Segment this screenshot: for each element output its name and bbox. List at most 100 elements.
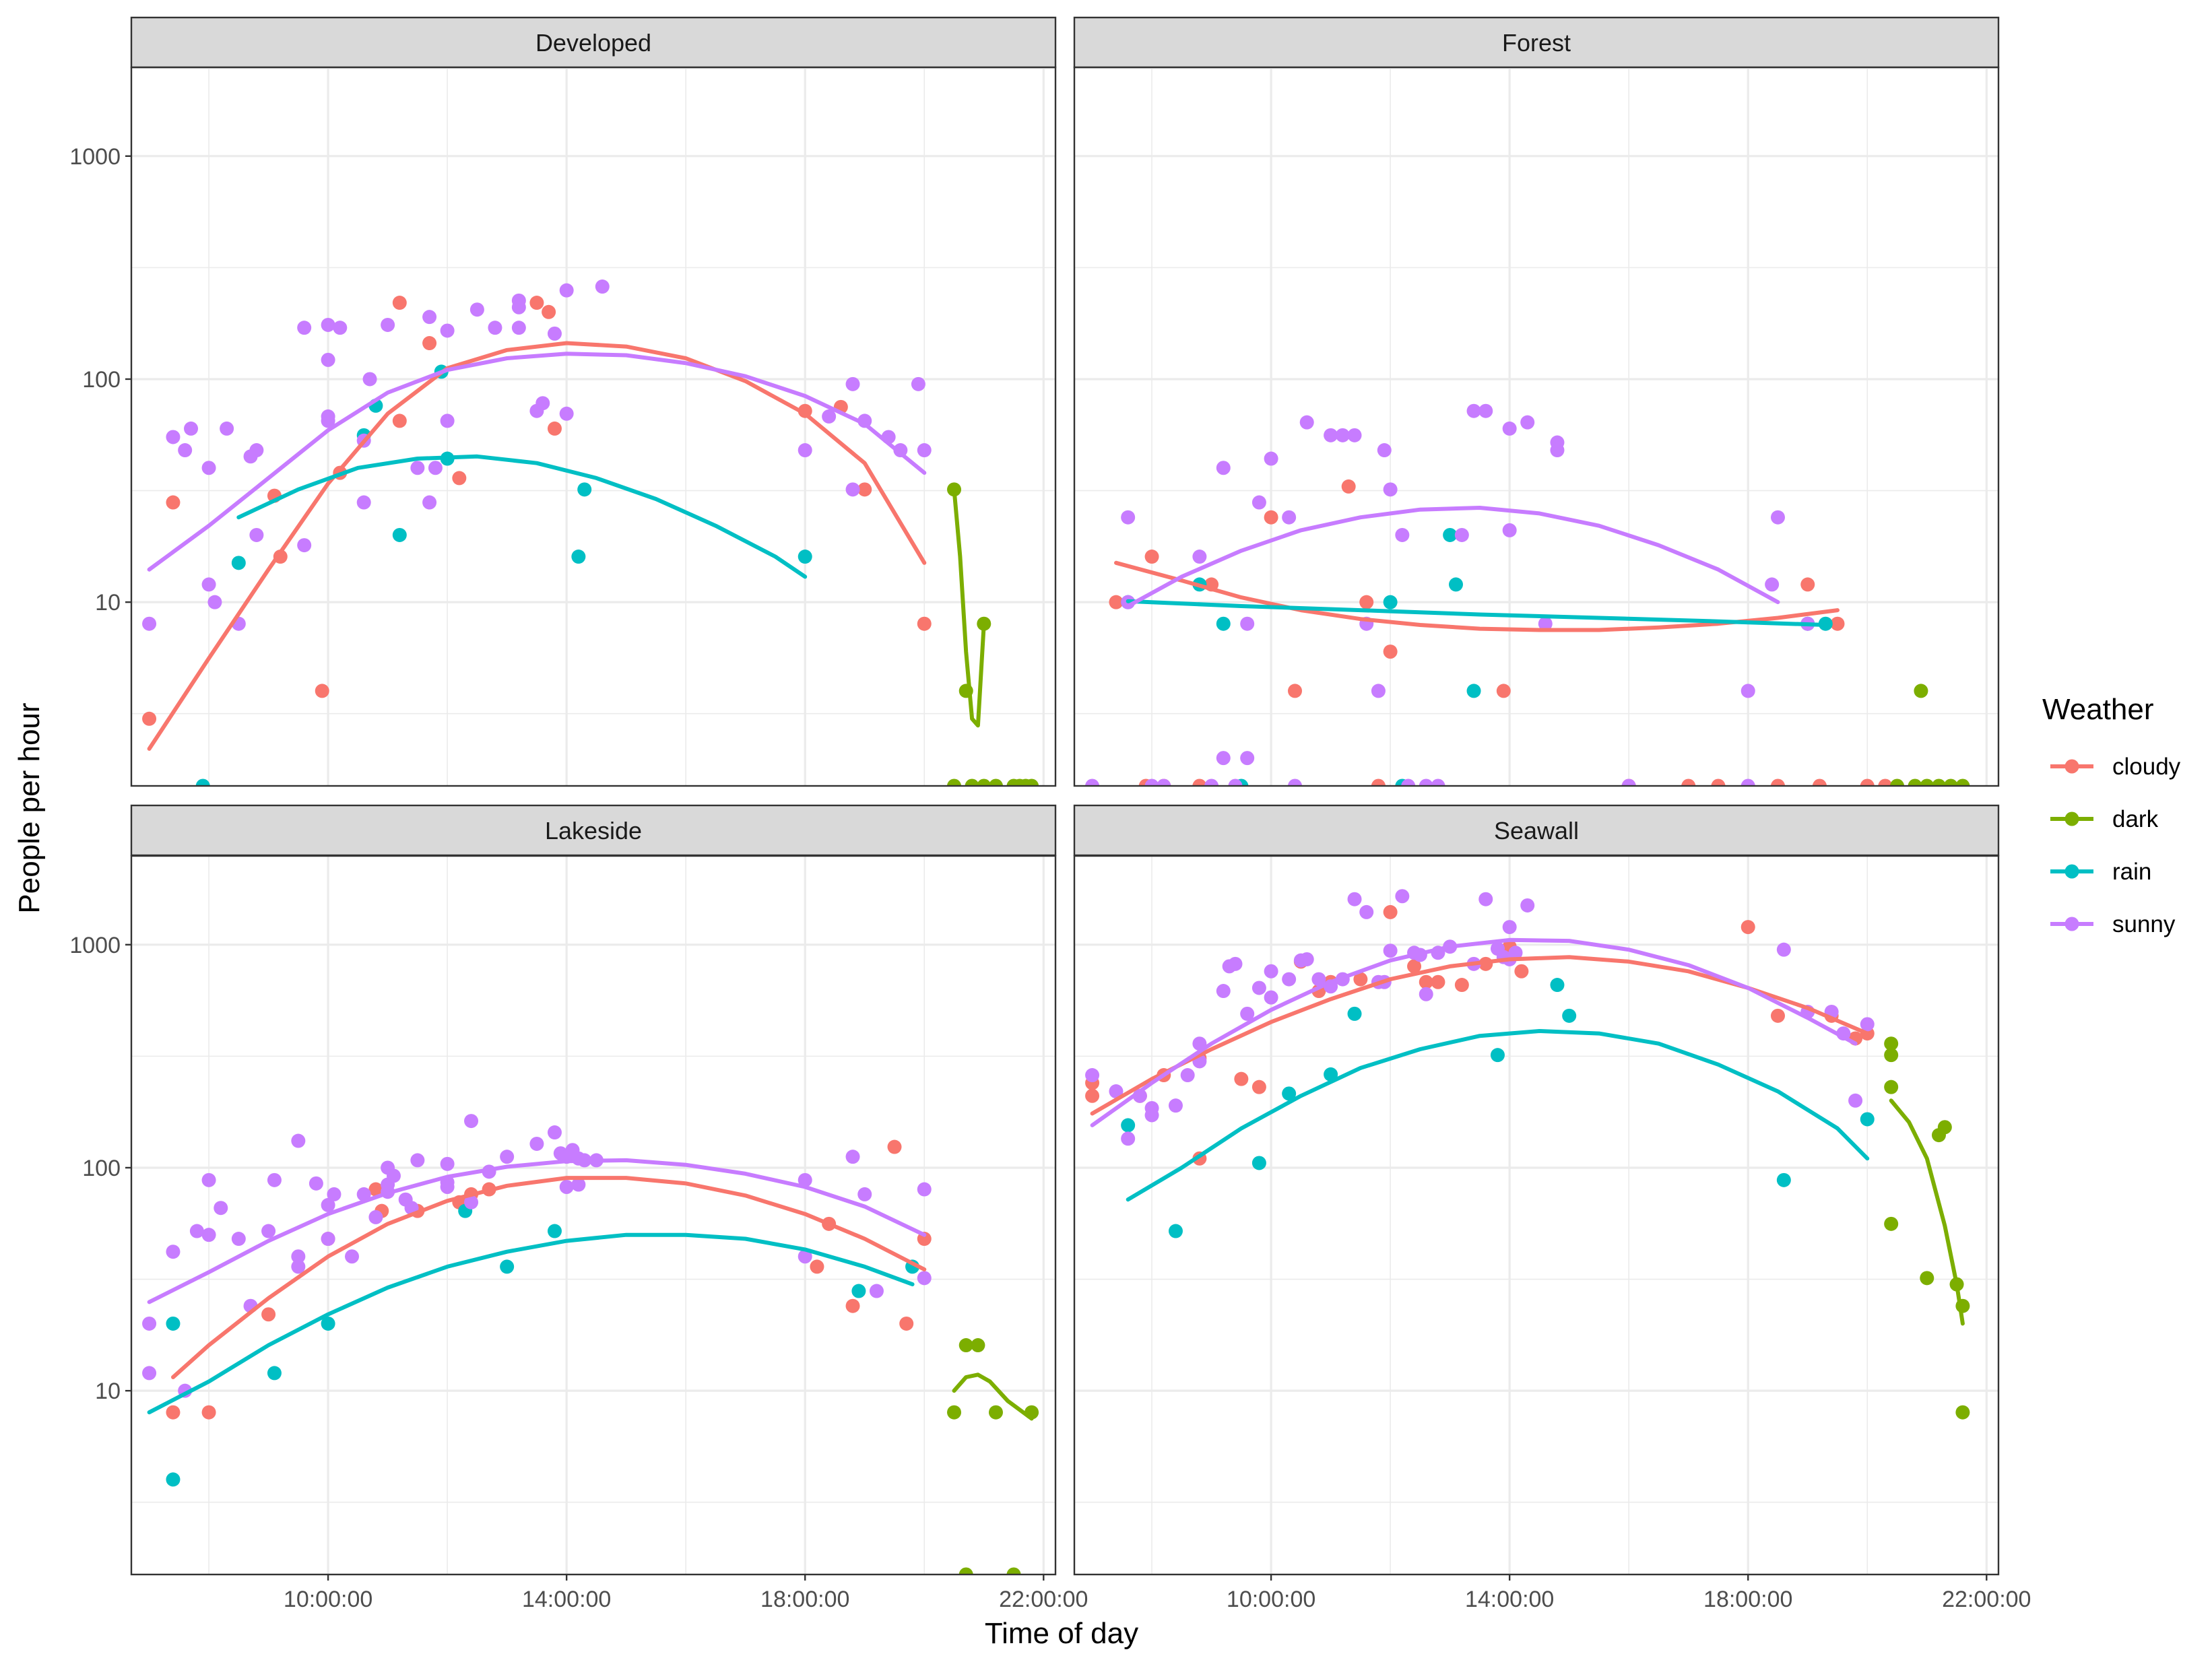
point-forest-dark [1931, 778, 1946, 786]
point-lakeside-sunny [142, 1366, 157, 1381]
point-lakeside-sunny [327, 1187, 341, 1201]
trend-line-lakeside-dark [952, 1372, 1034, 1421]
point-developed-rain [577, 482, 592, 497]
point-seawall-rain [1251, 1156, 1266, 1170]
point-seawall-sunny [1264, 990, 1278, 1005]
point-forest-sunny [1621, 778, 1636, 786]
point-developed-sunny [440, 323, 455, 338]
point-lakeside-dark [971, 1338, 985, 1353]
point-seawall-cloudy [1741, 920, 1755, 935]
point-seawall-sunny [1180, 1068, 1195, 1083]
point-forest-cloudy [1288, 684, 1303, 698]
point-lakeside-sunny [529, 1136, 544, 1151]
point-forest-sunny [1377, 443, 1392, 458]
trend-line-forest-rain [1126, 599, 1828, 627]
point-developed-sunny [207, 595, 222, 609]
point-seawall-rain [1490, 1048, 1505, 1063]
point-developed-sunny [249, 527, 264, 542]
point-developed-rain [195, 778, 210, 786]
point-developed-sunny [917, 443, 932, 458]
point-forest-sunny [1371, 684, 1386, 698]
point-forest-sunny [1383, 482, 1398, 497]
trend-line-lakeside-sunny [147, 1158, 927, 1304]
point-seawall-sunny [1299, 952, 1314, 966]
legend-dot-dark [2064, 811, 2079, 826]
legend-item-dark: dark [2050, 806, 2159, 832]
y-tick-label: 1000 [69, 933, 121, 958]
point-forest-cloudy [1496, 684, 1511, 698]
point-forest-sunny [1240, 616, 1255, 631]
point-developed-dark [1024, 778, 1039, 786]
point-lakeside-sunny [857, 1187, 872, 1201]
point-developed-sunny [321, 352, 335, 367]
point-forest-sunny [1216, 461, 1231, 475]
point-developed-sunny [595, 279, 610, 294]
point-developed-cloudy [529, 296, 544, 310]
legend-label-rain: rain [2112, 859, 2151, 885]
point-forest-sunny [1466, 403, 1481, 418]
x-tick-label: 18:00:00 [760, 1587, 849, 1612]
point-forest-sunny [1478, 403, 1493, 418]
point-seawall-cloudy [1419, 974, 1433, 989]
point-developed-cloudy [315, 684, 329, 698]
point-lakeside-sunny [166, 1245, 181, 1259]
point-seawall-rain [1324, 1067, 1338, 1082]
point-seawall-cloudy [1383, 904, 1398, 919]
point-forest-rain [1466, 684, 1481, 698]
legend-item-cloudy: cloudy [2050, 754, 2181, 780]
x-tick-label: 10:00:00 [284, 1587, 372, 1612]
point-seawall-cloudy [1770, 1008, 1785, 1023]
y-tick-label: 10 [95, 1379, 121, 1404]
point-lakeside-sunny [917, 1182, 932, 1197]
point-lakeside-sunny [291, 1249, 306, 1264]
point-lakeside-sunny [261, 1224, 276, 1238]
point-forest-sunny [1550, 443, 1565, 458]
point-forest-sunny [1770, 510, 1785, 525]
point-developed-sunny [362, 372, 377, 387]
point-developed-sunny [428, 461, 443, 475]
point-developed-sunny [422, 310, 437, 325]
point-forest-rain [1449, 577, 1464, 592]
x-tick-label: 22:00:00 [999, 1587, 1088, 1612]
point-seawall-dark [1884, 1048, 1899, 1063]
point-lakeside-dark [947, 1405, 962, 1420]
trend-line-lakeside-cloudy [171, 1176, 927, 1379]
point-forest-cloudy [1371, 778, 1386, 786]
point-forest-sunny [1264, 451, 1278, 466]
point-lakeside-cloudy [201, 1405, 216, 1420]
grid-forest [1074, 67, 1998, 786]
point-lakeside-sunny [845, 1150, 860, 1164]
point-developed-sunny [166, 430, 181, 444]
point-developed-sunny [184, 421, 199, 436]
point-forest-sunny [1192, 550, 1207, 564]
panel-lakeside: Lakeside [130, 804, 1057, 1576]
point-seawall-rain [1860, 1112, 1875, 1127]
point-lakeside-sunny [464, 1195, 479, 1209]
point-lakeside-sunny [291, 1259, 306, 1274]
point-seawall-dark [1884, 1080, 1899, 1094]
point-lakeside-cloudy [887, 1139, 902, 1154]
legend-item-rain: rain [2050, 859, 2151, 885]
point-forest-cloudy [1860, 778, 1875, 786]
trend-line-seawall-rain [1126, 1029, 1870, 1202]
point-seawall-dark [1884, 1216, 1899, 1231]
point-seawall-cloudy [1514, 964, 1529, 979]
legend-label-sunny: sunny [2112, 911, 2176, 937]
point-forest-dark [1943, 778, 1958, 786]
point-developed-rain [231, 556, 246, 570]
trend-line-developed-dark [952, 487, 986, 728]
point-seawall-sunny [1395, 889, 1410, 904]
strip-label-developed: Developed [535, 29, 651, 57]
point-forest-cloudy [1812, 778, 1827, 786]
point-developed-cloudy [166, 495, 181, 510]
panel-border-lakeside [130, 855, 1057, 1576]
x-tick-label: 22:00:00 [1942, 1587, 2031, 1612]
point-developed-sunny [321, 317, 335, 332]
point-developed-sunny [178, 443, 193, 458]
x-tick-label: 14:00:00 [522, 1587, 611, 1612]
point-forest-sunny [1085, 778, 1100, 786]
point-forest-sunny [1538, 616, 1553, 631]
point-lakeside-sunny [798, 1172, 812, 1187]
point-developed-cloudy [392, 413, 407, 428]
